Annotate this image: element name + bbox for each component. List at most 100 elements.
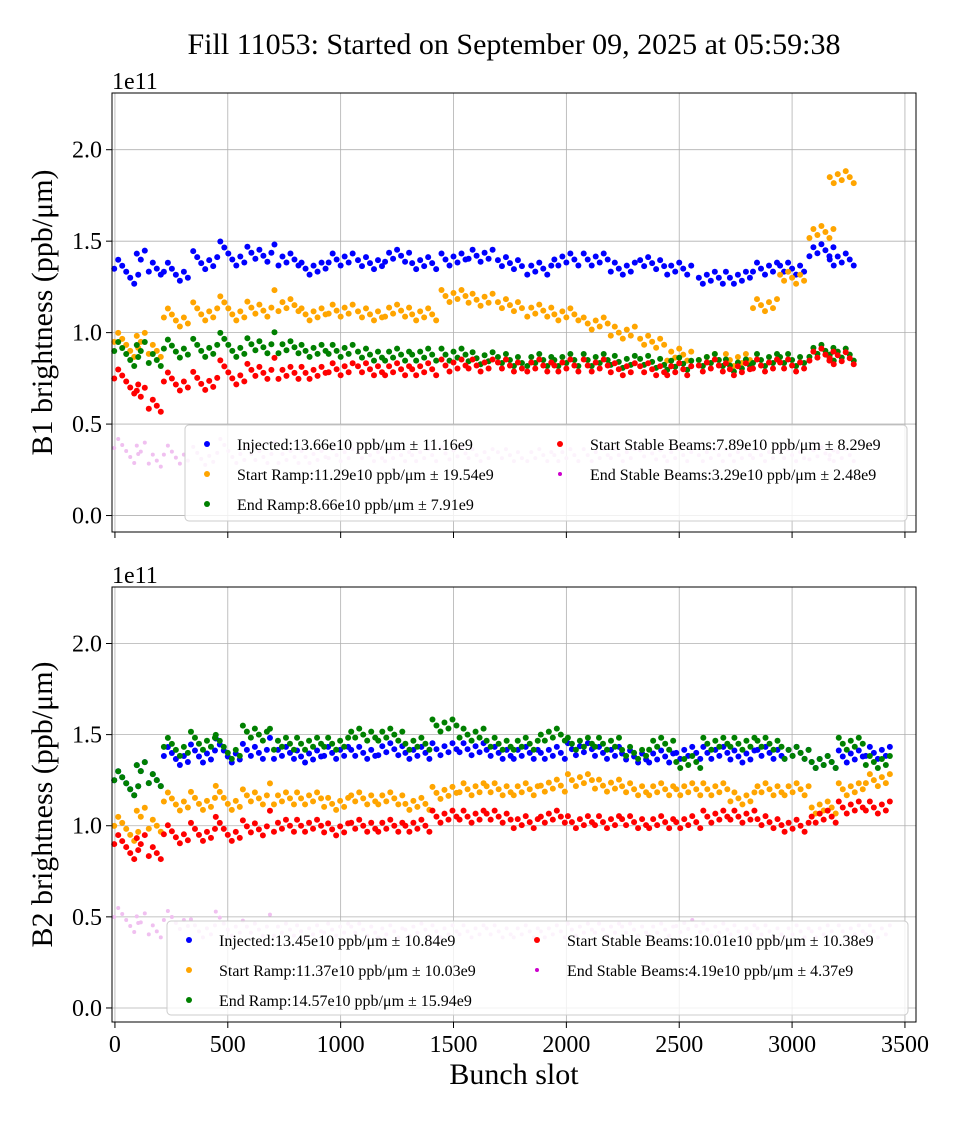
data-point	[446, 368, 453, 375]
data-point	[135, 271, 142, 278]
data-point	[522, 734, 529, 741]
data-point	[711, 351, 718, 358]
data-point	[483, 737, 490, 744]
data-point	[468, 819, 475, 826]
data-point	[580, 356, 587, 363]
data-point	[619, 783, 626, 790]
data-point	[441, 786, 448, 793]
data-point	[318, 341, 325, 348]
data-point	[259, 755, 266, 762]
data-point	[176, 807, 183, 814]
data-point	[757, 302, 764, 309]
data-point	[595, 813, 602, 820]
data-point	[282, 734, 289, 741]
data-point	[236, 834, 243, 841]
data-point	[685, 789, 692, 796]
data-point	[722, 351, 729, 358]
data-point	[135, 828, 142, 835]
data-point	[356, 725, 363, 732]
data-point	[135, 354, 142, 361]
data-point	[414, 803, 421, 810]
data-point	[528, 359, 535, 366]
data-point	[571, 362, 578, 369]
data-point	[637, 257, 644, 264]
data-point	[132, 929, 137, 934]
data-point	[302, 759, 309, 766]
data-point	[239, 722, 246, 729]
data-point	[256, 363, 263, 370]
legend-label: End Stable Beams:4.19e10 ppb/μm ± 4.37e9	[567, 963, 853, 980]
data-point	[830, 262, 837, 269]
data-point	[141, 804, 148, 811]
data-point	[700, 734, 707, 741]
data-point	[266, 725, 273, 732]
x-tick-label: 1500	[430, 1032, 478, 1058]
data-point	[345, 259, 352, 266]
data-point	[874, 764, 881, 771]
data-point	[661, 263, 668, 270]
data-point	[724, 749, 731, 756]
data-point	[391, 795, 398, 802]
legend-label: Start Ramp:11.37e10 ppb/μm ± 10.03e9	[219, 963, 476, 980]
data-point	[510, 825, 517, 832]
data-point	[657, 335, 664, 342]
data-point	[653, 372, 660, 379]
data-point	[180, 345, 187, 352]
series-1	[111, 238, 857, 287]
data-point	[645, 332, 652, 339]
data-point	[414, 752, 421, 759]
data-point	[510, 368, 517, 375]
data-point	[127, 850, 134, 857]
data-point	[413, 357, 420, 364]
data-point	[623, 355, 630, 362]
data-point	[187, 819, 194, 826]
data-point	[368, 728, 375, 735]
data-point	[418, 816, 425, 823]
legend-marker	[557, 441, 563, 447]
data-point	[808, 758, 815, 765]
data-point	[425, 360, 432, 367]
data-point	[314, 314, 321, 321]
data-point	[203, 737, 210, 744]
data-point	[623, 752, 630, 759]
data-point	[524, 363, 531, 370]
data-point	[777, 271, 784, 278]
data-point	[494, 299, 501, 306]
data-point	[708, 746, 715, 753]
data-point	[649, 366, 656, 373]
data-point	[607, 268, 614, 275]
data-point	[302, 347, 309, 354]
data-point	[534, 737, 541, 744]
data-point	[282, 816, 289, 823]
data-point	[749, 305, 756, 312]
data-point	[812, 764, 819, 771]
data-point	[464, 731, 471, 738]
data-point	[487, 743, 494, 750]
panel-1: 0.0 0.5 1.0 1.5 2.0 1e11 B1 brightness (ppb/μm…	[26, 69, 917, 538]
data-point	[224, 831, 231, 838]
data-point	[422, 740, 429, 747]
data-point	[206, 308, 213, 315]
data-point	[233, 317, 240, 324]
data-point	[646, 746, 653, 753]
data-point	[668, 363, 675, 370]
data-point	[603, 755, 610, 762]
data-point	[446, 262, 453, 269]
data-point	[354, 348, 361, 355]
data-point	[564, 813, 571, 820]
data-point	[559, 354, 566, 361]
data-point	[429, 783, 436, 790]
data-point	[135, 381, 142, 388]
data-point	[176, 761, 183, 768]
data-point	[541, 737, 548, 744]
data-point	[233, 381, 240, 388]
data-point	[141, 329, 148, 336]
data-point	[658, 734, 665, 741]
data-point	[498, 305, 505, 312]
data-point	[469, 356, 476, 363]
data-point	[615, 265, 622, 272]
data-point	[260, 344, 267, 351]
data-point	[530, 792, 537, 799]
data-point	[202, 317, 209, 324]
data-point	[851, 789, 858, 796]
